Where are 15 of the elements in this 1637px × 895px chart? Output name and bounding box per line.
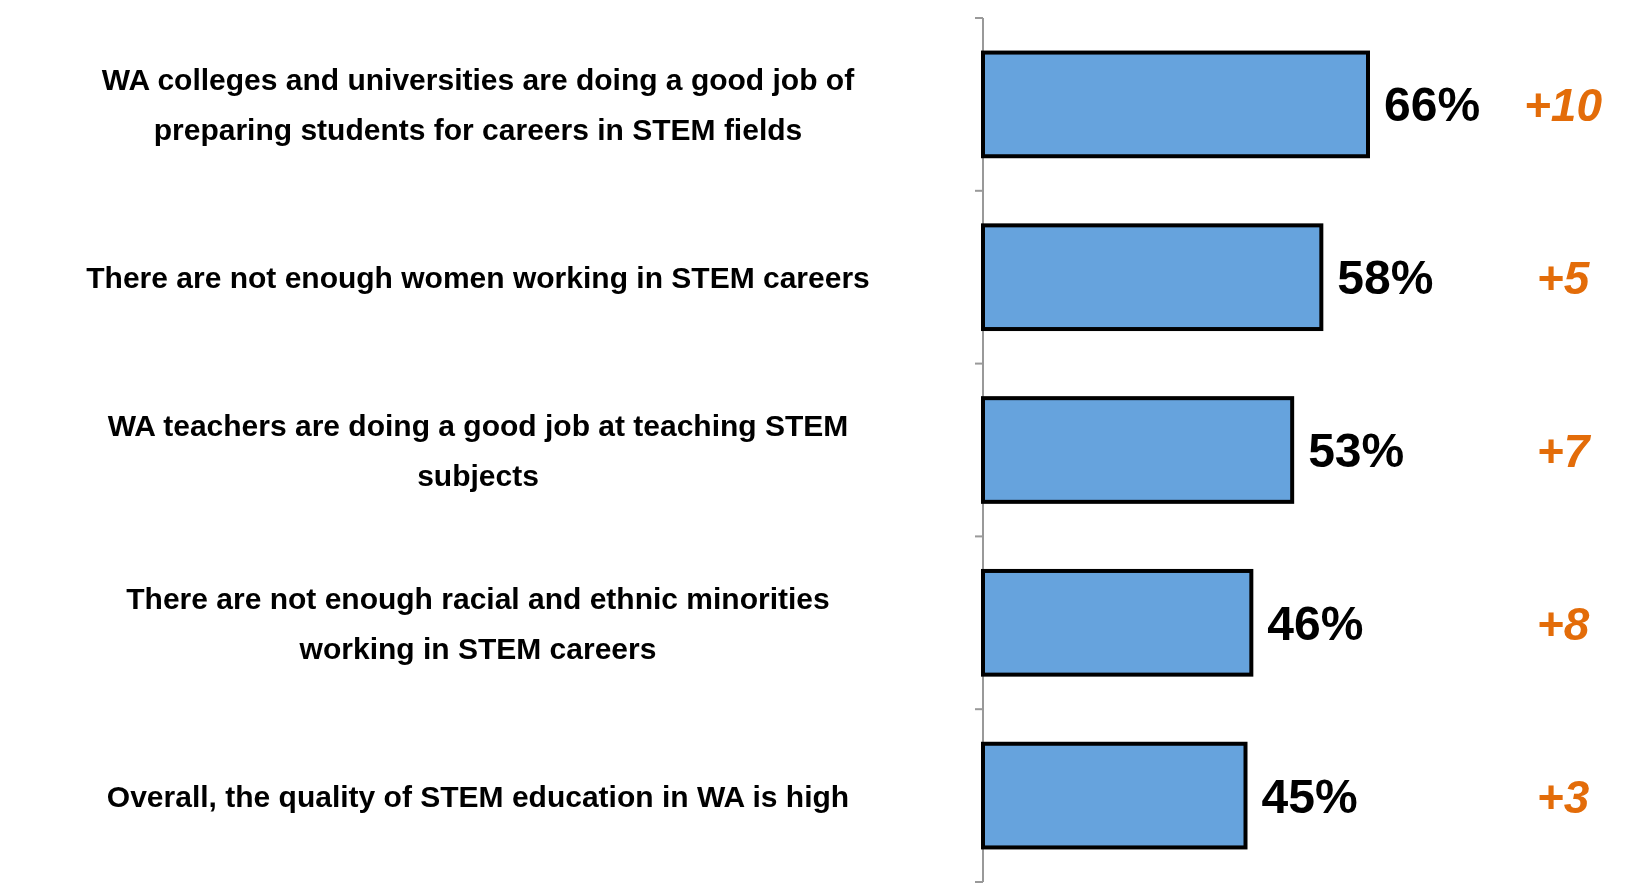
data-label: 53% xyxy=(1308,424,1405,477)
y-tick-label: There are not enough women working in STEM careers xyxy=(86,261,870,295)
text: +8 xyxy=(1536,597,1590,650)
data-label: 45% xyxy=(1261,769,1358,823)
text: +3 xyxy=(1536,770,1590,823)
data-label: 46% xyxy=(1267,596,1364,650)
data-label: 58% xyxy=(1337,251,1434,305)
text: +10 xyxy=(1523,79,1603,132)
data-label: 66% xyxy=(1384,78,1481,132)
text: +5 xyxy=(1536,252,1591,305)
y-tick-label: There are not enough racial and ethnic minorities working in STEM careers xyxy=(126,581,830,665)
text: +7 xyxy=(1536,425,1592,477)
y-tick-label: Overall, the quality of STEM education in WA is high xyxy=(106,779,850,813)
y-tick-label: WA colleges and universities are doing a good job of preparing students for careers in STEM fields xyxy=(101,63,856,147)
y-tick-label: WA teachers are doing a good job at teaching STEM subjects xyxy=(107,409,849,492)
